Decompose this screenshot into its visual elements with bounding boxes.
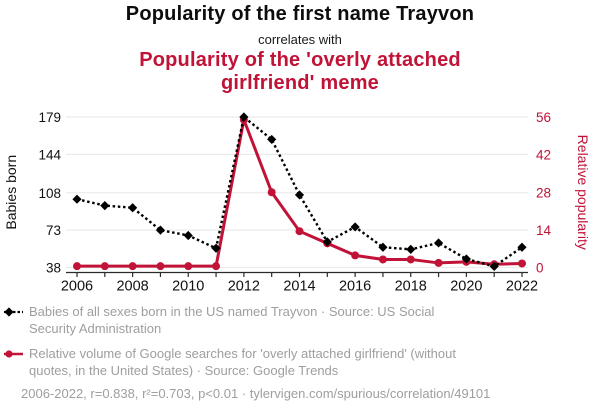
svg-text:2022: 2022 [506, 279, 538, 295]
red-series-legend-icon [4, 350, 23, 358]
svg-text:28: 28 [536, 185, 551, 200]
x-axis: 2006 2008 2010 2012 2014 2016 2018 2020 2022 [61, 271, 538, 295]
svg-text:42: 42 [536, 148, 551, 163]
page-title: Popularity of the first name Trayvon [125, 3, 475, 25]
correlates-with-text: correlates with [258, 32, 342, 47]
svg-text:56: 56 [536, 110, 551, 125]
svg-text:38: 38 [46, 261, 61, 276]
series-babies [72, 112, 527, 272]
secondary-title: Popularity of the 'overly attached girlf… [139, 49, 461, 94]
y-axis-labels-right: 0 14 28 42 56 [536, 110, 552, 276]
right-axis-title: Relative popularity [575, 135, 591, 250]
y-axis-labels-left: 38 73 108 144 179 [38, 110, 61, 276]
legend-searches-label: Relative volume of Google searches for '… [29, 346, 456, 378]
legend-searches: Relative volume of Google searches for '… [4, 345, 465, 379]
svg-text:14: 14 [536, 223, 552, 238]
svg-text:179: 179 [38, 110, 61, 125]
svg-text:144: 144 [38, 147, 61, 162]
svg-text:2018: 2018 [395, 279, 427, 295]
legend-babies-label: Babies of all sexes born in the US named… [29, 304, 435, 336]
svg-text:2010: 2010 [172, 279, 204, 295]
svg-text:2008: 2008 [116, 279, 148, 295]
svg-text:2016: 2016 [339, 279, 371, 295]
svg-text:108: 108 [38, 186, 61, 201]
legend-babies: Babies of all sexes born in the US named… [4, 303, 465, 337]
svg-text:2012: 2012 [228, 279, 260, 295]
svg-text:73: 73 [46, 223, 61, 238]
footer-stats: 2006-2022, r=0.838, r²=0.703, p<0.01 · t… [21, 386, 491, 401]
axis-titles: Babies born Relative popularity [3, 135, 591, 250]
black-series-legend-icon [4, 307, 23, 317]
svg-text:2020: 2020 [450, 279, 482, 295]
svg-text:0: 0 [536, 261, 544, 276]
svg-text:2014: 2014 [283, 279, 315, 295]
svg-text:2006: 2006 [61, 279, 93, 295]
left-axis-title: Babies born [3, 155, 19, 230]
y-gridlines [66, 116, 528, 269]
